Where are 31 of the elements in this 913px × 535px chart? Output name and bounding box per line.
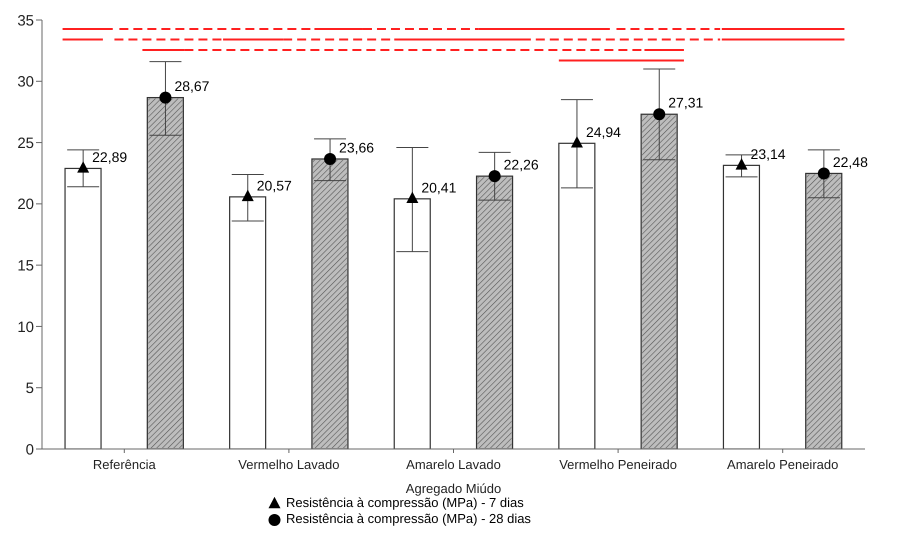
data-label: 23,66 xyxy=(339,139,374,156)
y-tick-label: 10 xyxy=(17,318,34,336)
bar xyxy=(229,196,266,449)
data-label: 22,26 xyxy=(504,156,539,173)
x-tick-label: Referência xyxy=(92,457,156,472)
y-tick-label: 0 xyxy=(26,441,34,458)
data-label: 27,31 xyxy=(668,94,704,111)
data-label: 28,67 xyxy=(174,78,210,94)
y-tick-label: 15 xyxy=(17,257,34,274)
x-tick-label: Amarelo Lavado xyxy=(406,457,501,472)
bar xyxy=(558,142,596,449)
bar xyxy=(722,164,760,449)
bar xyxy=(64,168,102,449)
x-tick-label: Vermelho Lavado xyxy=(238,457,340,472)
data-label: 24,94 xyxy=(586,124,622,140)
y-tick-label: 35 xyxy=(17,12,34,30)
x-tick-label: Vermelho Peneirado xyxy=(559,457,678,472)
data-label: 23,14 xyxy=(750,146,786,162)
data-label: 22,89 xyxy=(92,148,128,165)
legend-label: Resistência à compressão (MPa) - 7 dias xyxy=(286,495,524,511)
x-tick-label: Amarelo Peneirado xyxy=(727,457,838,472)
data-label: 22,48 xyxy=(832,154,868,170)
y-tick-label: 30 xyxy=(17,74,34,91)
y-tick-label: 20 xyxy=(17,196,34,214)
legend-label: Resistência à compressão (MPa) - 28 dias xyxy=(286,511,531,527)
bar xyxy=(394,198,431,449)
data-label: 20,41 xyxy=(421,179,457,196)
y-tick-label: 25 xyxy=(17,134,34,152)
y-tick-label: 5 xyxy=(26,380,34,398)
x-axis-title: Agregado Miúdo xyxy=(406,481,502,496)
data-label: 20,57 xyxy=(256,177,292,194)
